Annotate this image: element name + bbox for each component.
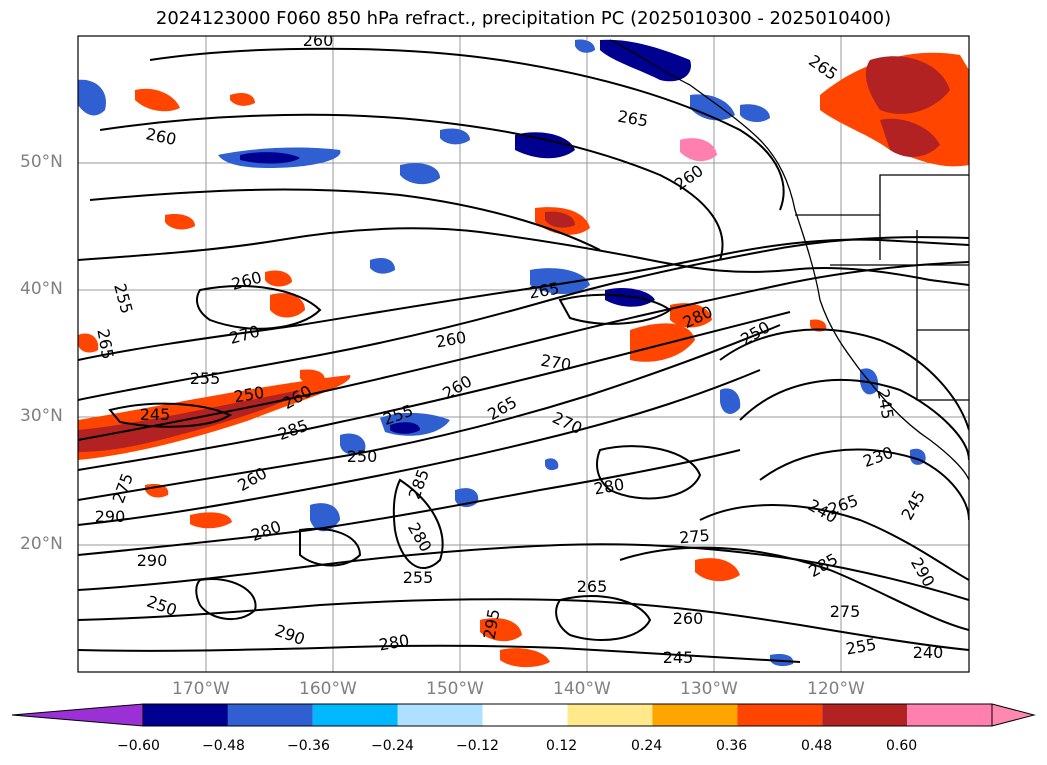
colorbar — [11, 703, 1036, 727]
contour-lines — [78, 47, 969, 663]
lon-label-130w: 130°W — [680, 679, 738, 699]
map-title: 2024123000 F060 850 hPa refract., precip… — [155, 8, 892, 29]
colorbar-tick: 0.36 — [716, 738, 748, 754]
contour-label: 275 — [678, 526, 710, 548]
colorbar-segment — [737, 704, 823, 726]
colorbar-segment — [143, 704, 228, 726]
colorbar-segment — [567, 704, 653, 726]
lon-label-150w: 150°W — [426, 679, 484, 699]
contour-label: 255 — [403, 568, 434, 587]
contour-label: 250 — [347, 447, 378, 466]
lon-label-170w: 170°W — [172, 679, 230, 699]
colorbar-tick: −0.36 — [287, 738, 330, 754]
colorbar-segment — [482, 704, 568, 726]
lat-label-20n: 20°N — [20, 534, 63, 554]
colorbar-tick: −0.48 — [202, 738, 245, 754]
contour-label: 290 — [137, 551, 168, 570]
colorbar-tick: −0.12 — [456, 738, 499, 754]
contour-label: 255 — [190, 369, 221, 388]
map-frame — [77, 35, 970, 673]
contour-label: 260 — [303, 31, 334, 50]
contour-label: 290 — [95, 507, 126, 526]
colorbar-extend-min — [11, 703, 144, 727]
precip-positive — [78, 52, 969, 668]
colorbar-segments — [11, 703, 1036, 727]
colorbar-tick: 0.60 — [886, 738, 918, 754]
contour-label: 260 — [673, 609, 704, 628]
contour-label: 275 — [830, 602, 861, 621]
colorbar-segment — [227, 704, 313, 726]
contour-label: 245 — [663, 648, 694, 667]
contour-label: 245 — [140, 405, 171, 424]
colorbar-extend-max — [991, 703, 1036, 727]
contour-label: 265 — [577, 577, 608, 596]
colorbar-segment — [652, 704, 738, 726]
colorbar-segment — [907, 704, 992, 726]
colorbar-tick: −0.24 — [371, 738, 414, 754]
lat-label-40n: 40°N — [20, 279, 63, 299]
colorbar-tick: −0.60 — [117, 738, 160, 754]
contour-label: 240 — [913, 643, 944, 662]
lon-label-140w: 140°W — [553, 679, 611, 699]
lat-label-50n: 50°N — [20, 152, 63, 172]
lon-label-120w: 120°W — [807, 679, 865, 699]
lat-label-30n: 30°N — [20, 406, 63, 426]
lon-label-160w: 160°W — [299, 679, 357, 699]
colorbar-tick: 0.24 — [631, 738, 663, 754]
colorbar-frame — [142, 703, 993, 727]
colorbar-tick: 0.12 — [546, 738, 578, 754]
colorbar-tick: 0.48 — [801, 738, 833, 754]
colorbar-segment — [822, 704, 908, 726]
colorbar-segment — [397, 704, 483, 726]
colorbar-segment — [312, 704, 398, 726]
